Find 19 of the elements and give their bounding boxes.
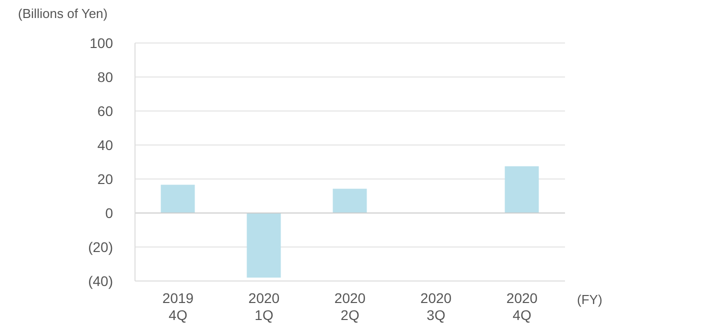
y-tick-label: 60: [97, 102, 114, 119]
x-axis-title: (FY): [577, 292, 602, 307]
x-tick-label: 2020 3Q: [420, 290, 452, 323]
y-tick-label: 20: [97, 170, 114, 187]
bar: [160, 184, 195, 213]
y-tick-label: 40: [97, 136, 114, 153]
x-tick-label: 2020 2Q: [334, 290, 366, 323]
bar: [332, 188, 367, 213]
y-tick-label: 100: [90, 34, 114, 51]
y-tick-label: 0: [105, 204, 114, 221]
x-tick-label: 2020 4Q: [506, 290, 538, 323]
x-tick-label: 2020 1Q: [248, 290, 280, 323]
y-tick-label: 80: [97, 68, 114, 85]
bar: [246, 213, 281, 278]
y-tick-label: (40): [88, 272, 113, 289]
x-tick-label: 2019 4Q: [162, 290, 194, 323]
y-axis-title: (Billions of Yen): [18, 6, 108, 21]
bar: [504, 166, 539, 213]
y-tick-label: (20): [88, 238, 113, 255]
